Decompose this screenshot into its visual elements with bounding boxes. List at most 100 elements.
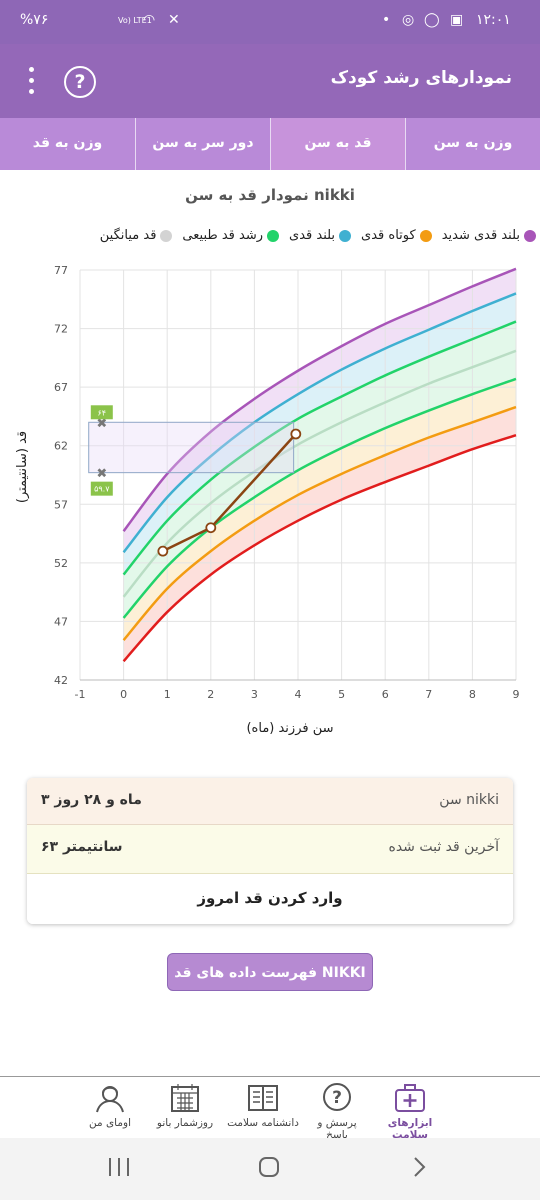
nav-health-tools[interactable]: ابزارهای سلامت — [368, 1081, 452, 1141]
y-tick-label: 42 — [54, 674, 68, 687]
y-tick-label: 57 — [54, 498, 68, 511]
enter-height-button[interactable]: وارد کردن قد امروز — [27, 874, 513, 924]
nav-label: اومای من — [89, 1117, 131, 1129]
help-button[interactable]: ? — [64, 66, 96, 98]
legend-dot — [339, 229, 352, 242]
legend-label: بلند قدی — [289, 228, 336, 243]
legend-item-tall[interactable]: بلند قدی — [289, 228, 352, 243]
app-bar: ? نمودارهای رشد کودک — [0, 44, 540, 118]
percentile-curve — [122, 405, 517, 641]
percentile-band — [123, 268, 516, 553]
height-list-button[interactable]: فهرست داده های قد NIKKI — [167, 953, 373, 991]
x-tick-label: 9 — [513, 688, 520, 701]
network-indicator: Vo) LTE1 — [118, 16, 152, 25]
chart-title: نمودار قد به سن nikki — [185, 186, 355, 204]
x-tick-label: 3 — [251, 688, 258, 701]
x-tick-label: 0 — [120, 688, 127, 701]
nav-profile[interactable]: اومای من — [80, 1081, 140, 1129]
recent-apps-icon[interactable] — [109, 1158, 129, 1176]
percentile-curve — [122, 292, 517, 554]
legend-dot — [419, 229, 432, 242]
medical-kit-icon — [395, 1084, 425, 1112]
whatsapp-icon: ◯ — [424, 12, 440, 28]
last-height-label: آخرین قد ثبت شده — [388, 839, 500, 855]
percentile-curve — [122, 433, 517, 663]
x-tick-label: 7 — [425, 688, 432, 701]
status-bar: %۷۶ Vo) LTE1 ◠ ✕ • ◎ ◯ ▣ ۱۲:۰۱ — [0, 0, 540, 44]
question-bubble-icon: ? — [323, 1083, 351, 1111]
legend-label: کوتاه قدی — [361, 228, 416, 243]
x-tick-label: 5 — [338, 688, 345, 701]
range-value-badge — [90, 481, 113, 496]
y-tick-label: 72 — [54, 323, 68, 336]
percentile-band — [123, 350, 516, 618]
x-tick-label: 2 — [207, 688, 214, 701]
child-info-card: سن nikki ۳ ماه و ۲۸ روز آخرین قد ثبت شده… — [27, 778, 513, 924]
percentile-curve — [122, 377, 517, 619]
legend-item-very-tall[interactable]: بلند قدی شدید — [442, 228, 536, 243]
y-tick-label: 67 — [54, 381, 68, 394]
child-height-point[interactable] — [157, 545, 169, 557]
x-tick-label: -1 — [75, 688, 86, 701]
x-tick-label: 1 — [164, 688, 171, 701]
legend-item-short[interactable]: کوتاه قدی — [361, 228, 432, 243]
nav-encyclopedia[interactable]: دانشنامه سلامت — [220, 1081, 306, 1129]
y-axis-label: قد (سانتیمتر) — [15, 431, 30, 503]
range-value-label: ۶۴ — [98, 408, 107, 417]
wifi-icon: ◠ — [143, 12, 156, 28]
legend-dot — [524, 229, 536, 242]
legend-label: قد میانگین — [99, 228, 157, 243]
calendar-icon — [171, 1084, 199, 1112]
page-title: نمودارهای رشد کودک — [330, 68, 512, 88]
child-height-point[interactable] — [205, 522, 217, 534]
target-range-box — [88, 421, 295, 474]
legend-dot — [160, 229, 173, 242]
age-value: ۳ ماه و ۲۸ روز — [41, 792, 142, 808]
child-height-point[interactable] — [290, 428, 302, 440]
legend-dot — [267, 229, 280, 242]
percentile-band — [123, 378, 516, 641]
clock: ۱۲:۰۱ — [476, 12, 511, 28]
legend-label: بلند قدی شدید — [441, 228, 520, 243]
home-icon[interactable] — [259, 1157, 279, 1177]
last-height-value: ۶۳ سانتیمتر — [41, 839, 123, 855]
tab-head-for-age[interactable]: دور سر به سن — [135, 118, 270, 170]
y-tick-label: 62 — [54, 440, 68, 453]
bottom-navigation: ابزارهای سلامت ? پرسش و پاسخ دانشنامه سل… — [0, 1076, 540, 1141]
profile-icon — [96, 1086, 124, 1113]
percentile-band — [123, 407, 516, 662]
x-tick-label: 4 — [295, 688, 302, 701]
back-icon[interactable] — [414, 1157, 426, 1177]
tab-height-for-age[interactable]: قد به سن — [270, 118, 405, 170]
more-options-icon[interactable] — [22, 64, 40, 98]
legend-item-average[interactable]: قد میانگین — [100, 228, 173, 243]
legend-item-normal[interactable]: رشد قد طبیعی — [182, 228, 280, 243]
percentile-curve — [122, 320, 517, 576]
age-row: سن nikki ۳ ماه و ۲۸ روز — [27, 778, 513, 825]
system-navigation-bar — [0, 1138, 540, 1200]
percentile-band — [123, 321, 516, 597]
instagram-icon: ◎ — [402, 12, 415, 28]
range-marker-icon: ✖ — [96, 467, 107, 482]
x-tick-label: 8 — [469, 688, 476, 701]
nav-calendar[interactable]: روزشمار بانو — [150, 1081, 220, 1129]
nav-label: دانشنامه سلامت — [227, 1117, 299, 1129]
y-tick-label: 77 — [54, 264, 68, 277]
tab-weight-for-age[interactable]: وزن به سن — [405, 118, 540, 170]
percentile-curve — [122, 349, 517, 598]
chart-legend: بلند قدی شدید کوتاه قدی بلند قدی رشد قد … — [8, 228, 536, 243]
mute-icon: ✕ — [168, 12, 180, 28]
chart-tabs: وزن به سن قد به سن دور سر به سن وزن به ق… — [0, 118, 540, 170]
notification-dot-icon: • — [382, 12, 391, 28]
encyclopedia-icon — [248, 1085, 278, 1111]
percentile-curve — [122, 267, 517, 532]
x-tick-label: 6 — [382, 688, 389, 701]
last-height-row: آخرین قد ثبت شده ۶۳ سانتیمتر — [27, 825, 513, 874]
battery-indicator: %۷۶ — [20, 12, 49, 28]
tab-weight-for-height[interactable]: وزن به قد — [32, 135, 103, 151]
x-axis-label: سن فرزند (ماه) — [246, 721, 333, 736]
nav-qa[interactable]: ? پرسش و پاسخ — [306, 1081, 368, 1141]
percentile-band — [123, 293, 516, 575]
enter-height-label: وارد کردن قد امروز — [197, 889, 343, 907]
